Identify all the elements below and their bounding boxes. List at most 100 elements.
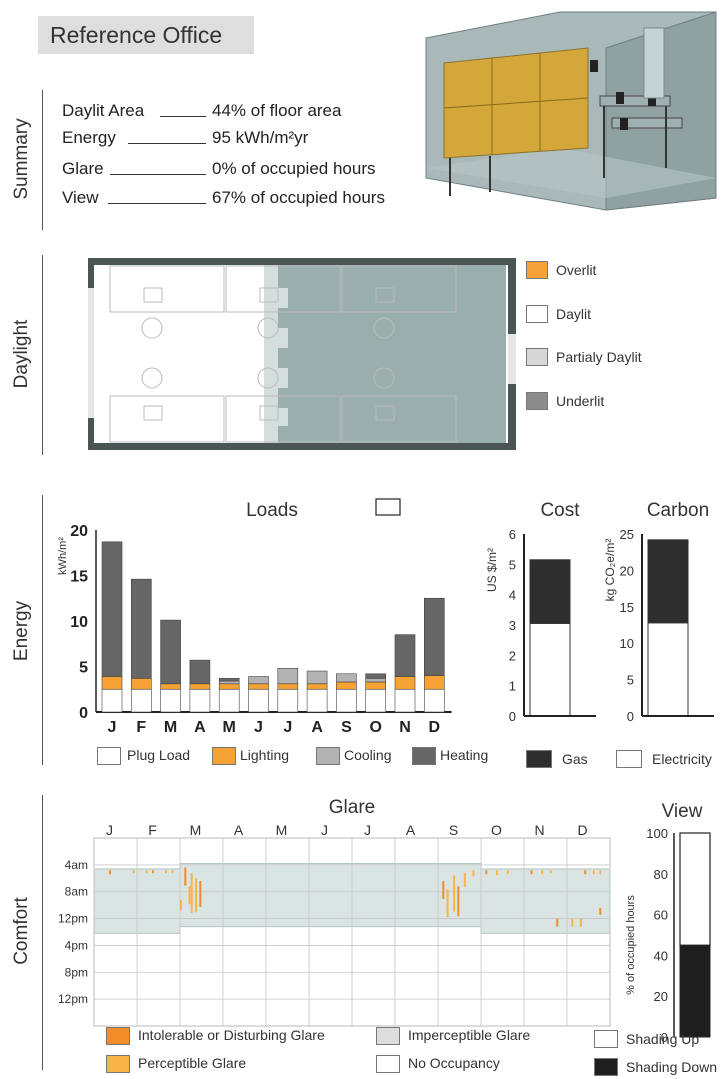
glare-mark <box>541 870 544 875</box>
comfort-divider <box>42 795 43 1070</box>
hour-label: 12pm <box>58 992 88 1006</box>
hour-label: 8am <box>65 885 88 899</box>
month-label: A <box>406 822 416 838</box>
glare-mark <box>506 870 509 875</box>
legend-label: Shading Up <box>626 1031 700 1047</box>
legend-label: Perceptible Glare <box>138 1055 247 1071</box>
y-tick-label: 80 <box>654 867 668 882</box>
daylight-divider <box>42 255 43 455</box>
glare-mark <box>599 870 602 875</box>
window-opening <box>508 334 516 384</box>
legend-swatch-underlit <box>526 392 548 410</box>
empty-legend-box <box>375 498 401 516</box>
heating-bar <box>218 678 240 682</box>
summary-row-glare: Glare 0% of occupied hours <box>62 159 442 181</box>
month-label: N <box>534 822 544 838</box>
lighting-bar <box>218 683 240 690</box>
legend-swatch-shading-up <box>594 1030 618 1048</box>
y-tick-label: 10 <box>70 614 88 631</box>
y-tick-label: 15 <box>620 600 634 615</box>
glare-mark <box>164 870 167 874</box>
x-tick-label: M <box>164 719 177 736</box>
legend-swatch-electricity <box>616 750 642 768</box>
legend-swatch-shading-down <box>594 1058 618 1076</box>
section-label-summary: Summary <box>11 118 32 200</box>
x-tick-label: M <box>223 719 236 736</box>
lighting-bar <box>131 678 152 690</box>
monitor <box>616 92 624 104</box>
x-tick-label: J <box>108 719 117 736</box>
x-tick-label: S <box>341 719 352 736</box>
legend-label: Daylit <box>556 306 592 322</box>
glare-mark <box>171 870 174 874</box>
energy-divider <box>42 495 43 765</box>
legend-swatch-daylit <box>526 305 548 323</box>
legend-label: Gas <box>562 751 588 767</box>
carbon-electricity-bar <box>647 622 689 717</box>
heating-bar <box>423 597 445 676</box>
month-label: J <box>364 822 371 838</box>
summary-row-view: View 67% of occupied hours <box>62 188 442 210</box>
leader-line <box>108 203 206 204</box>
heating-bar <box>365 673 387 679</box>
glare-mark <box>180 899 182 910</box>
heating-bar <box>189 659 211 685</box>
glare-mark <box>584 870 587 875</box>
office-3d-illustration <box>425 11 717 211</box>
partially-daylit-zone <box>264 264 288 444</box>
y-tick-label: 6 <box>509 527 516 542</box>
month-label: D <box>577 822 587 838</box>
y-tick-label: 5 <box>627 673 634 688</box>
y-tick-label: 40 <box>654 948 668 963</box>
x-tick-label: N <box>399 719 411 736</box>
glare-mark <box>188 886 191 905</box>
glare-mark <box>571 918 574 927</box>
legend-label: Plug Load <box>127 747 191 763</box>
room-right-wall <box>605 11 717 211</box>
month-label: A <box>234 822 244 838</box>
legend-swatch-cooling <box>316 747 340 765</box>
chart-title: View <box>662 801 703 822</box>
page-title: Reference Office <box>38 16 254 54</box>
summary-row-daylit-area: Daylit Area 44% of floor area <box>62 101 442 123</box>
y-tick-label: 15 <box>70 569 88 586</box>
lighting-bar <box>306 683 328 690</box>
room-door <box>643 27 665 99</box>
month-label: F <box>148 822 157 838</box>
carbon-gas-bar <box>647 539 689 624</box>
y-tick-label: 1 <box>509 679 516 694</box>
month-label: M <box>276 822 288 838</box>
y-axis-label: kg CO₂e/m² <box>603 539 617 602</box>
legend-label: Cooling <box>344 747 392 763</box>
summary-value: 0% of occupied hours <box>212 159 376 178</box>
summary-value: 67% of occupied hours <box>212 188 385 207</box>
y-tick-label: 3 <box>509 618 516 633</box>
x-tick-label: A <box>194 719 206 736</box>
y-tick-label: 10 <box>620 636 634 651</box>
glare-mark <box>184 867 187 886</box>
y-tick-label: 20 <box>654 989 668 1004</box>
heating-bar <box>131 578 152 679</box>
y-tick-label: 0 <box>627 709 634 724</box>
month-label: J <box>106 822 113 838</box>
leader-line <box>128 143 206 144</box>
section-label-daylight: Daylight <box>11 319 32 389</box>
legend-label: Heating <box>440 747 489 763</box>
cooling-bar <box>248 676 269 685</box>
month-label: J <box>321 822 328 838</box>
glare-mark <box>463 872 466 887</box>
y-axis-label: US $/m² <box>485 548 499 592</box>
glare-mark <box>592 870 595 875</box>
glare-mark <box>549 870 552 874</box>
legend-swatch-lighting <box>212 747 236 765</box>
leader-line <box>160 116 206 117</box>
lighting-bar <box>248 683 269 690</box>
y-tick-label: 25 <box>620 527 634 542</box>
x-tick-label: D <box>429 719 441 736</box>
plan-wall-top <box>88 258 516 265</box>
legend-label: Overlit <box>556 262 597 278</box>
chart-title: Glare <box>329 797 375 818</box>
y-tick-label: 20 <box>620 563 634 578</box>
